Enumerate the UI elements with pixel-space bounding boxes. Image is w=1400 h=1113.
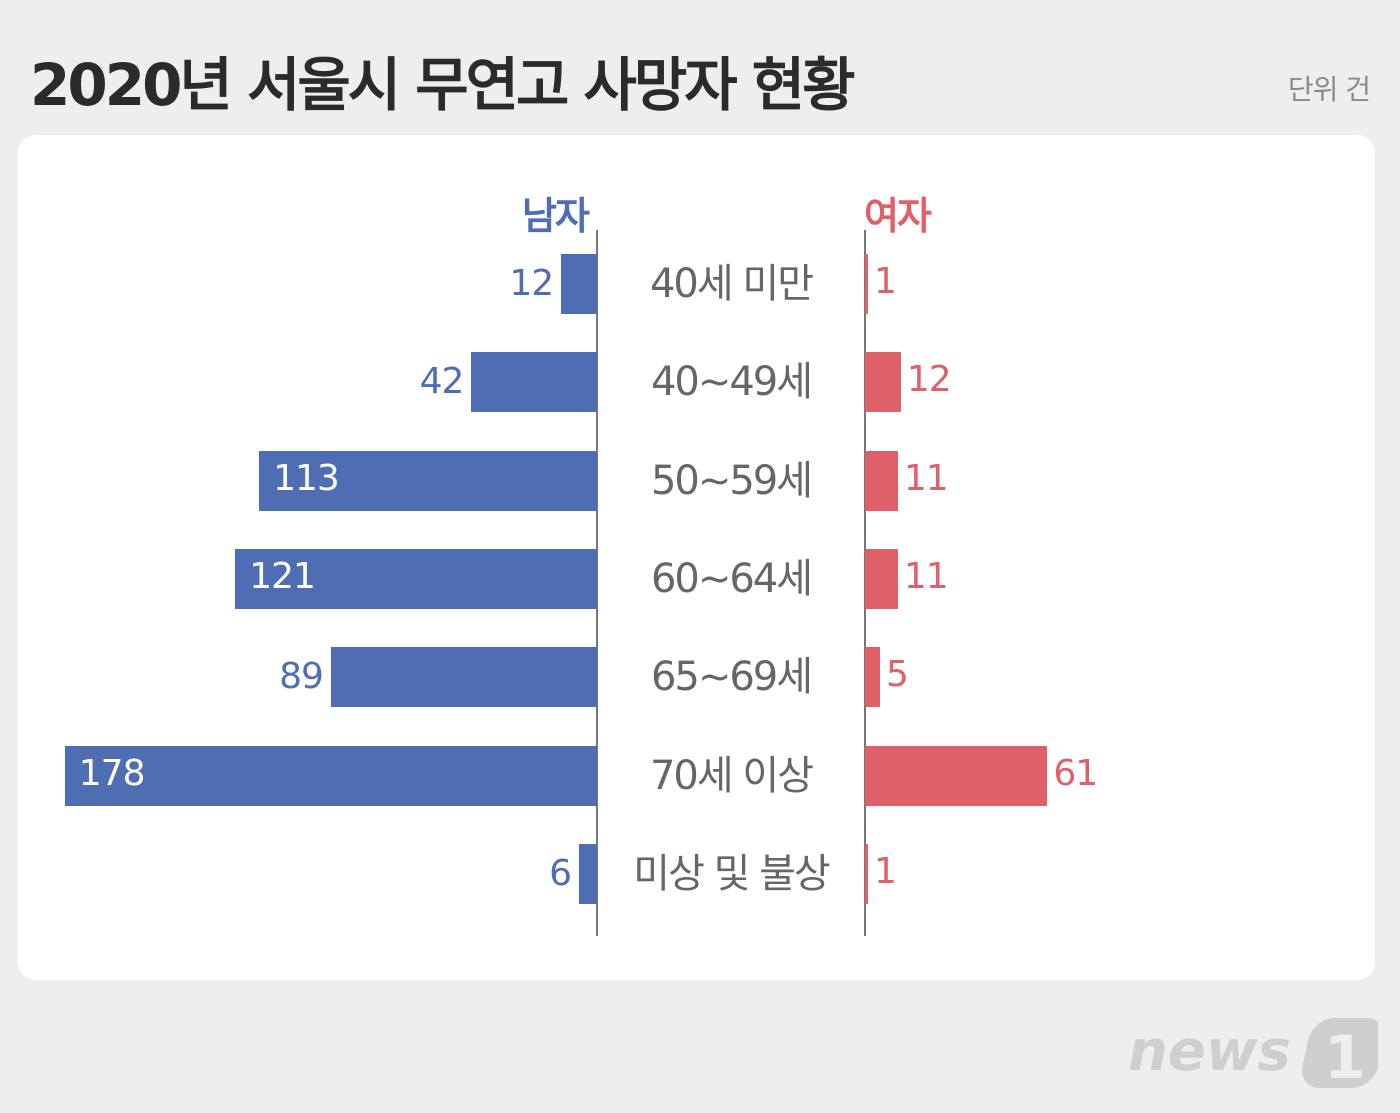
female-value-label: 12 <box>906 359 952 401</box>
male-axis-line <box>596 230 598 936</box>
male-value-label: 89 <box>279 656 324 698</box>
male-value-label: 121 <box>249 555 316 597</box>
male-value-label: 113 <box>273 457 340 499</box>
male-bar <box>235 548 597 609</box>
category-label: 70세 이상 <box>649 752 814 799</box>
male-bar <box>579 843 597 904</box>
category-label: 65~69세 <box>650 654 813 701</box>
male-value-label: 178 <box>78 752 146 794</box>
svg-text:news: news <box>1128 1019 1291 1084</box>
female-bar <box>865 352 901 413</box>
legend-female: 여자 <box>864 194 932 238</box>
female-value-label: 61 <box>1053 752 1098 794</box>
female-value-label: 11 <box>903 457 949 499</box>
category-label: 40세 미만 <box>649 261 814 307</box>
female-bar <box>865 548 898 609</box>
male-bar <box>471 352 597 413</box>
male-bar <box>64 745 597 806</box>
female-bar <box>865 647 880 708</box>
female-value-label: 1 <box>874 261 897 302</box>
category-label: 40~49세 <box>650 359 813 406</box>
legend-male: 남자 <box>522 194 590 238</box>
category-label: 60~64세 <box>650 555 813 602</box>
female-value-label: 1 <box>874 850 897 892</box>
chart-title: 2020년 서울시 무연고 사망자 현황 <box>30 51 856 119</box>
male-value-label: 6 <box>549 852 572 894</box>
female-bar <box>865 450 898 511</box>
female-bar <box>865 745 1048 806</box>
female-bar <box>865 254 868 314</box>
male-bar <box>259 450 597 511</box>
unit-label: 단위 건 <box>1287 73 1371 106</box>
category-label: 50~59세 <box>650 457 813 504</box>
male-value-label: 42 <box>419 361 465 403</box>
male-bar <box>561 254 597 314</box>
category-label: 미상 및 불상 <box>633 850 830 897</box>
svg-text:1: 1 <box>1324 1023 1366 1092</box>
female-value-label: 11 <box>903 555 949 597</box>
male-bar <box>330 647 597 708</box>
female-bar <box>865 843 868 904</box>
male-value-label: 12 <box>509 263 554 304</box>
female-value-label: 5 <box>885 654 909 696</box>
news1-logo: news 1 <box>1128 1018 1378 1092</box>
